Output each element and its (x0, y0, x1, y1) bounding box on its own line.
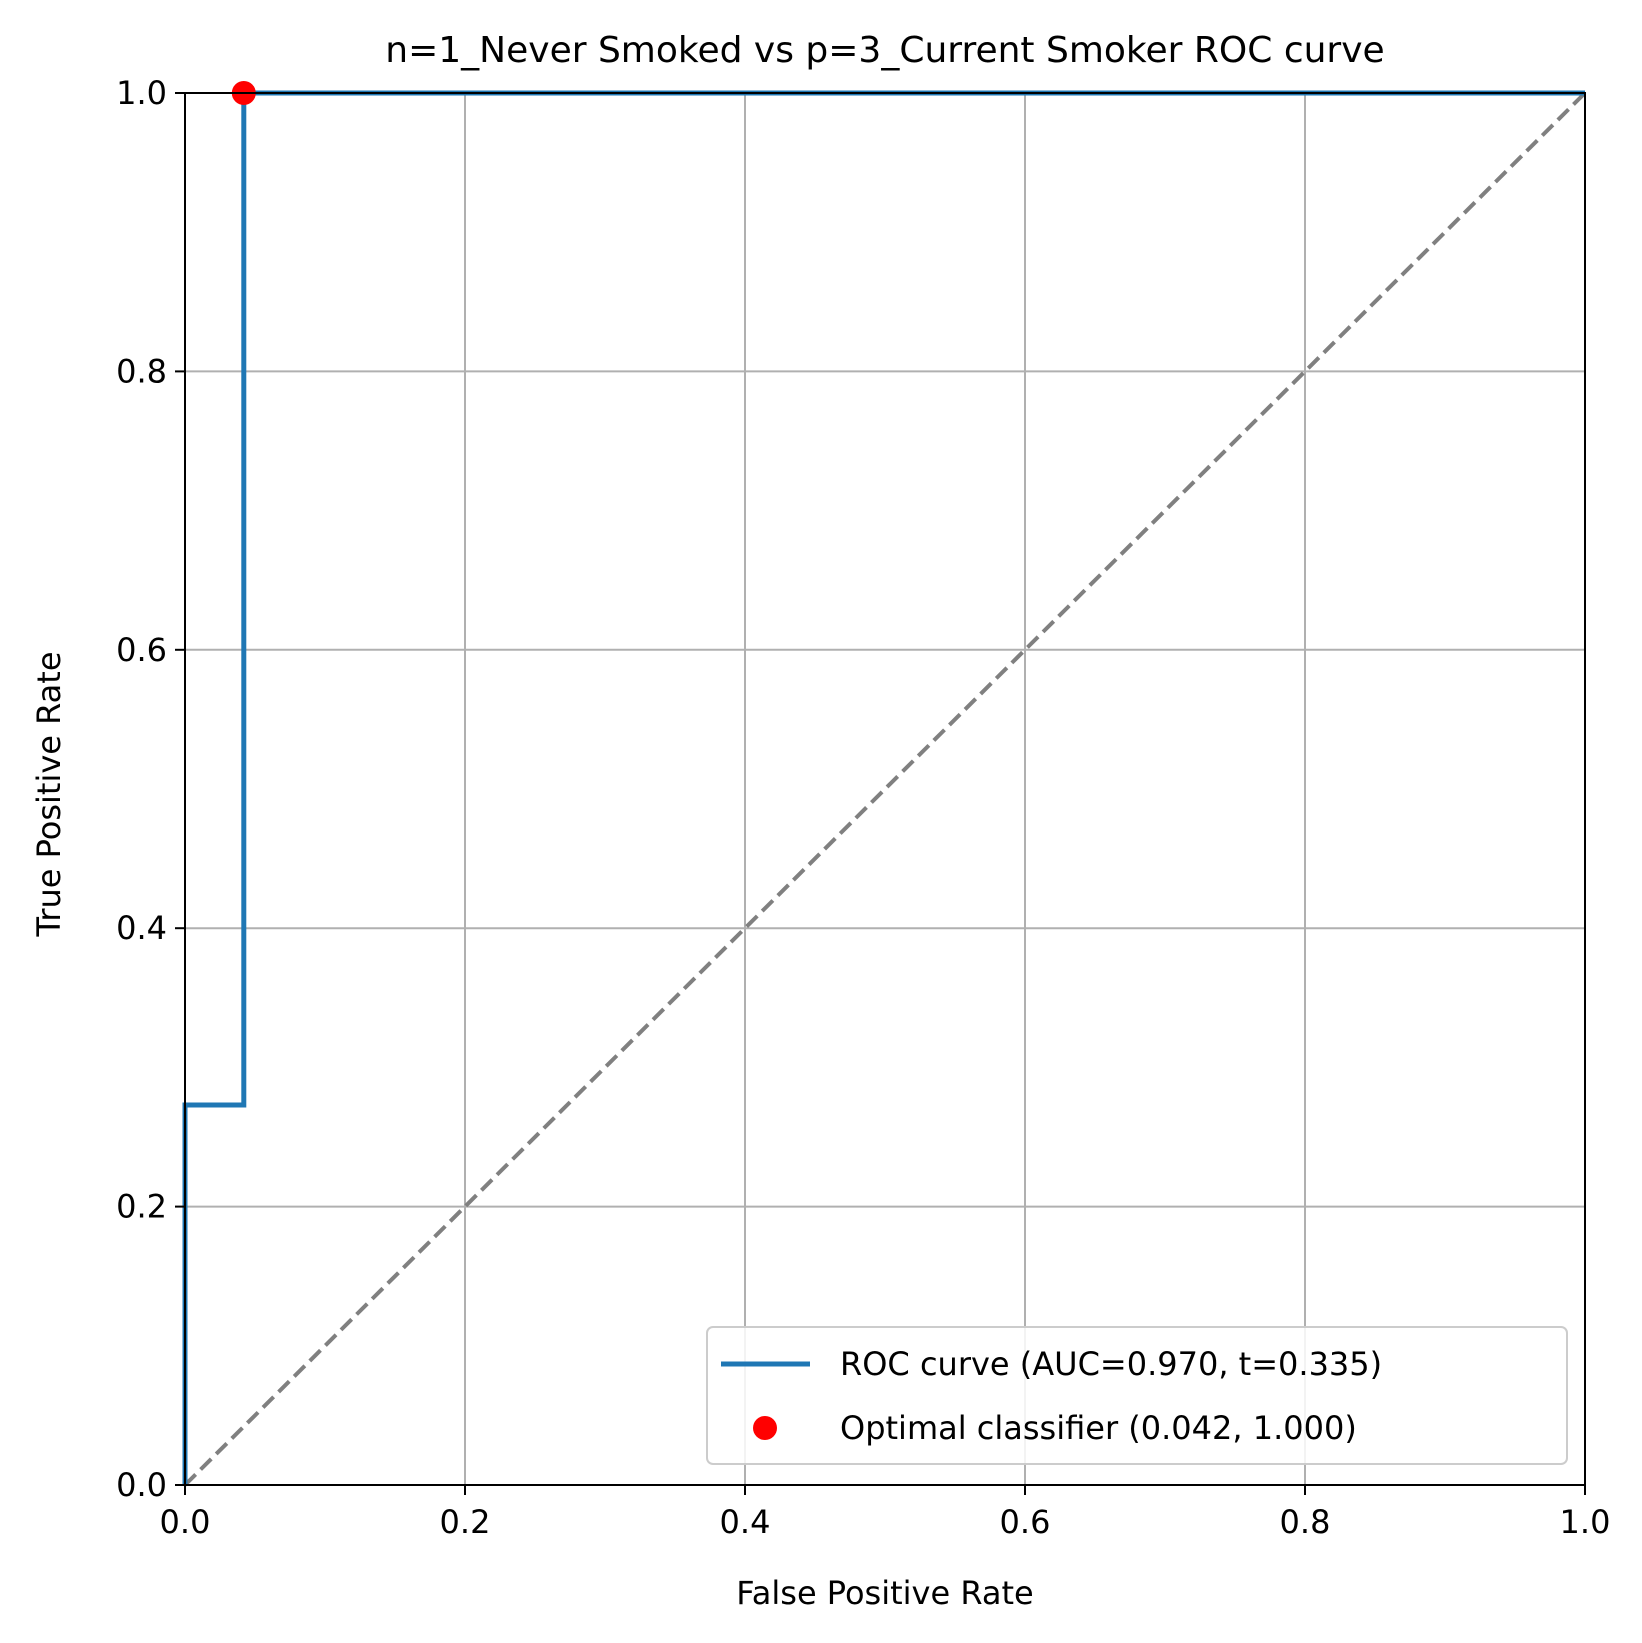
x-axis-label: False Positive Rate (736, 1574, 1033, 1612)
y-tick-label: 0.2 (116, 1188, 167, 1226)
axes (184, 92, 1586, 1486)
chart-title: n=1_Never Smoked vs p=3_Current Smoker R… (385, 30, 1384, 71)
legend-box (706, 1326, 1568, 1465)
x-tick-label: 0.6 (1000, 1503, 1051, 1541)
ticks: 0.0 0.2 0.4 0.6 0.8 1.0 0.0 0.2 0.4 0.6 0.8 1.0 (116, 74, 1610, 1541)
x-tick-label: 0.8 (1280, 1503, 1331, 1541)
y-tick-label: 0.8 (116, 352, 167, 390)
axes-frame (184, 92, 1586, 1486)
x-tick-label: 0.0 (160, 1503, 211, 1541)
legend: ROC curve (AUC=0.970, t=0.335) Optimal cl… (706, 1326, 1568, 1465)
y-tick-label: 0.0 (116, 1466, 167, 1504)
y-tick-label: 0.4 (116, 909, 167, 947)
y-axis-label: True Positive Rate (30, 651, 68, 937)
y-tick-label: 1.0 (116, 74, 167, 112)
legend-roc-label: ROC curve (AUC=0.970, t=0.335) (840, 1345, 1382, 1383)
legend-optimal-label: Optimal classifier (0.042, 1.000) (840, 1409, 1357, 1447)
legend-optimal-swatch (753, 1416, 777, 1440)
x-tick-label: 0.2 (440, 1503, 491, 1541)
y-tick-label: 0.6 (116, 631, 167, 669)
x-tick-label: 0.4 (720, 1503, 771, 1541)
grid (184, 92, 1586, 1486)
x-tick-label: 1.0 (1560, 1503, 1611, 1541)
